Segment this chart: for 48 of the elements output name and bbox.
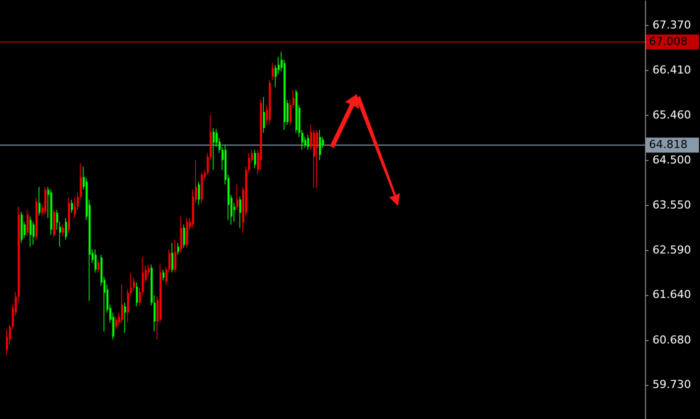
candlestick [162, 269, 165, 281]
candlestick [115, 316, 118, 330]
candlestick [65, 218, 68, 240]
y-tick-label: 60.680 [652, 333, 691, 346]
candlestick [177, 242, 180, 256]
candlestick [70, 199, 73, 214]
candlestick [239, 196, 242, 228]
y-tick-label: 66.410 [652, 64, 691, 77]
candlestick [124, 302, 126, 334]
candlestick [174, 239, 176, 273]
candlestick [112, 312, 114, 340]
y-tick-label: 65.460 [652, 108, 691, 122]
ref-line-label: 64.818 [649, 138, 688, 152]
candlestick [94, 249, 97, 273]
y-tick-label: 64.500 [652, 154, 691, 167]
candlestick [254, 149, 256, 168]
candlestick [132, 277, 135, 292]
y-tick-label: 62.590 [652, 243, 691, 256]
candlestick [32, 221, 35, 246]
candlestick [272, 62, 274, 80]
candlestick [136, 282, 138, 307]
y-tick-label: 61.640 [652, 288, 691, 302]
candlestick [180, 216, 182, 254]
candlestick [198, 181, 200, 206]
candlestick [26, 210, 29, 236]
candlestick [121, 284, 124, 323]
candlestick [38, 186, 40, 216]
candlestick [307, 134, 310, 150]
y-tick-label: 59.730 [652, 378, 691, 392]
candlestick [183, 224, 186, 248]
candlestick [319, 130, 322, 160]
candlestick [44, 186, 46, 216]
candlestick [148, 264, 150, 276]
candlestick [6, 329, 8, 355]
y-tick-label: 67.370 [652, 18, 691, 32]
candlestick [62, 224, 64, 236]
candlestick [236, 184, 238, 210]
candlestick [30, 216, 32, 248]
candlestick [262, 96, 265, 134]
candlestick [186, 218, 188, 248]
candlestick [304, 136, 306, 148]
candlestick [98, 259, 100, 273]
candlestick [53, 208, 56, 238]
y-tick-label: 63.550 [652, 198, 691, 212]
ref-line-label: 67.008 [649, 34, 688, 48]
candlestick [171, 242, 174, 273]
candlestick [316, 130, 318, 188]
candlestick [212, 128, 215, 170]
